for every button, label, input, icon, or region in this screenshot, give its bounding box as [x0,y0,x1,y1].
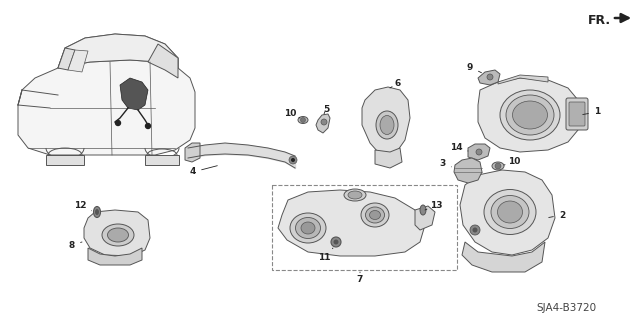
Circle shape [476,149,482,155]
Polygon shape [58,48,75,70]
Text: 12: 12 [74,201,92,211]
Ellipse shape [361,203,389,227]
Ellipse shape [290,213,326,243]
Polygon shape [84,210,150,256]
Circle shape [291,158,295,162]
Polygon shape [58,34,178,68]
Ellipse shape [108,228,129,242]
Text: 10: 10 [504,158,520,167]
Circle shape [115,121,120,125]
Text: 4: 4 [190,166,218,176]
FancyBboxPatch shape [569,102,585,126]
Circle shape [331,237,341,247]
Circle shape [289,156,297,164]
Polygon shape [148,44,178,78]
Circle shape [333,240,339,244]
Ellipse shape [301,222,315,234]
Circle shape [472,227,477,233]
Text: 7: 7 [357,272,363,285]
Ellipse shape [506,95,554,135]
Circle shape [487,74,493,80]
Ellipse shape [348,191,362,199]
Polygon shape [120,78,148,110]
Polygon shape [462,242,545,272]
Ellipse shape [376,111,398,139]
Polygon shape [454,158,482,183]
Polygon shape [185,143,200,162]
Ellipse shape [95,209,99,215]
Polygon shape [478,78,578,152]
Text: 11: 11 [317,248,333,263]
Ellipse shape [298,116,308,123]
Text: 3: 3 [440,159,451,167]
Ellipse shape [365,207,385,223]
Ellipse shape [491,196,529,228]
Polygon shape [145,155,179,165]
FancyBboxPatch shape [566,98,588,130]
Polygon shape [18,60,195,155]
Ellipse shape [380,115,394,135]
Text: 2: 2 [548,211,565,219]
Polygon shape [362,87,410,155]
Text: 10: 10 [284,108,300,118]
Polygon shape [68,50,88,72]
Ellipse shape [513,101,547,129]
Circle shape [145,123,150,129]
Polygon shape [46,155,84,165]
Circle shape [301,117,305,122]
Text: 6: 6 [390,78,401,88]
Polygon shape [460,170,555,255]
Polygon shape [375,148,402,168]
Ellipse shape [500,90,560,140]
Polygon shape [278,190,425,256]
Text: SJA4-B3720: SJA4-B3720 [536,303,596,313]
Ellipse shape [344,189,366,201]
Circle shape [321,119,327,125]
Polygon shape [468,144,490,160]
Polygon shape [478,70,500,85]
Ellipse shape [484,189,536,234]
Ellipse shape [420,205,426,215]
Polygon shape [88,248,142,265]
Ellipse shape [93,206,100,218]
Ellipse shape [497,201,522,223]
Ellipse shape [492,162,504,170]
Text: 14: 14 [450,144,468,152]
Text: 8: 8 [69,241,82,249]
Ellipse shape [102,224,134,246]
Text: 9: 9 [467,63,481,73]
Text: FR.: FR. [588,13,611,26]
Polygon shape [316,114,330,133]
Circle shape [495,163,501,169]
Polygon shape [498,75,548,84]
Text: 1: 1 [583,108,600,116]
Bar [272,185,457,270]
Polygon shape [415,206,435,230]
Ellipse shape [296,218,321,239]
Text: 5: 5 [323,105,329,114]
Text: 13: 13 [425,201,442,210]
Ellipse shape [369,211,381,219]
Circle shape [470,225,480,235]
